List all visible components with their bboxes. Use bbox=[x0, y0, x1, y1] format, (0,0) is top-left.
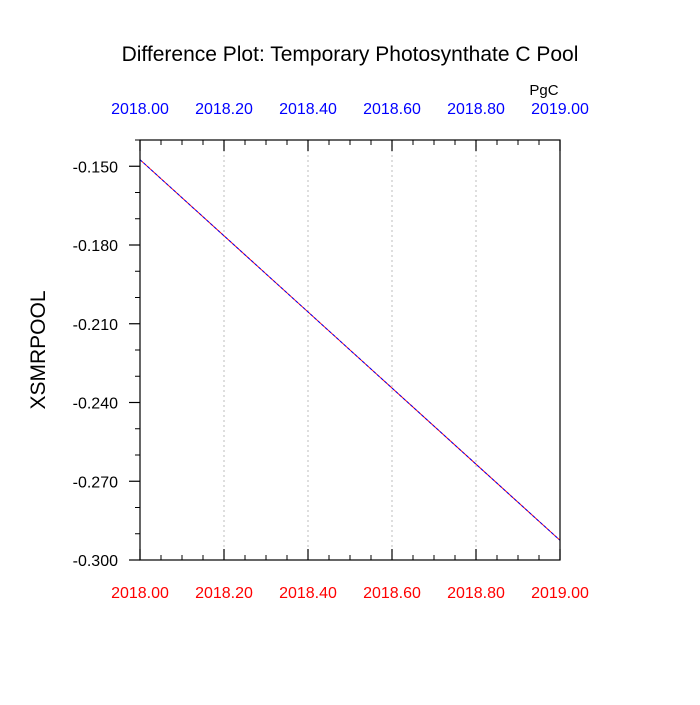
x-tick-label-top: 2018.20 bbox=[195, 101, 253, 118]
series-layer bbox=[139, 159, 561, 541]
x-tick-label-bottom: 2018.00 bbox=[111, 585, 169, 602]
x-tick-label-top: 2018.60 bbox=[363, 101, 421, 118]
x-tick-label-top: 2018.80 bbox=[447, 101, 505, 118]
axis-layer: 2018.00 2018.00 2018.20 2018.20 2018.40 2018.… bbox=[73, 101, 589, 602]
x-tick-label-top: 2018.40 bbox=[279, 101, 337, 118]
x-tick-label-bottom: 2019.00 bbox=[531, 585, 589, 602]
y-tick-label: -0.180 bbox=[73, 238, 118, 255]
y-axis-label: XSMRPOOL bbox=[27, 290, 50, 409]
chart-title: Difference Plot: Temporary Photosynthate… bbox=[122, 43, 579, 66]
series-line bbox=[139, 159, 561, 541]
units-label: PgC bbox=[529, 82, 558, 99]
x-tick-label-bottom: 2018.80 bbox=[447, 585, 505, 602]
x-tick-label-top: 2019.00 bbox=[531, 101, 589, 118]
x-tick-label-bottom: 2018.40 bbox=[279, 585, 337, 602]
y-tick-label: -0.150 bbox=[73, 159, 118, 176]
y-tick-label: -0.300 bbox=[73, 553, 118, 570]
y-tick-label: -0.240 bbox=[73, 396, 118, 413]
y-tick-label: -0.210 bbox=[73, 317, 118, 334]
x-tick-label-top: 2018.00 bbox=[111, 101, 169, 118]
x-tick-label-bottom: 2018.60 bbox=[363, 585, 421, 602]
x-tick-label-bottom: 2018.20 bbox=[195, 585, 253, 602]
y-tick-label: -0.270 bbox=[73, 474, 118, 491]
grid-layer bbox=[223, 140, 477, 560]
